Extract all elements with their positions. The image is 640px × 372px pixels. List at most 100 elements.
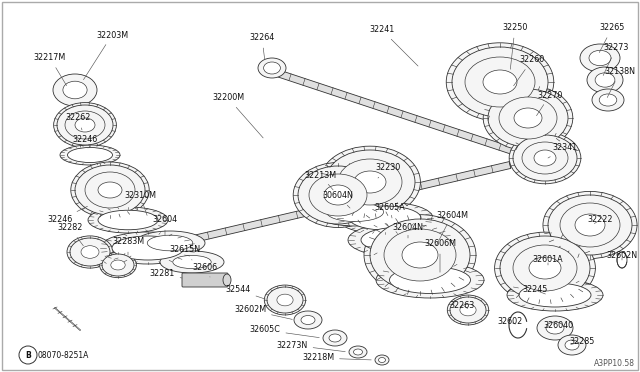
Text: 32602M: 32602M [234,305,292,320]
Ellipse shape [558,335,586,355]
Ellipse shape [349,206,421,230]
Ellipse shape [67,236,113,268]
Polygon shape [261,65,571,173]
Ellipse shape [313,198,397,226]
Ellipse shape [267,287,303,313]
Ellipse shape [575,214,605,236]
Text: 32602N: 32602N [607,250,637,260]
Ellipse shape [507,279,603,311]
FancyBboxPatch shape [182,273,228,287]
Text: 32615N: 32615N [170,246,200,260]
Ellipse shape [452,47,548,117]
Ellipse shape [390,266,470,294]
Ellipse shape [534,150,556,166]
Ellipse shape [514,108,542,128]
Ellipse shape [483,86,573,151]
Ellipse shape [75,118,95,132]
Ellipse shape [592,89,624,111]
Text: 32604M: 32604M [436,211,468,246]
Text: 32606: 32606 [193,263,218,277]
Text: 32260: 32260 [514,55,545,86]
Text: 32246: 32246 [72,135,98,148]
Ellipse shape [519,283,591,307]
Ellipse shape [323,330,347,346]
Text: 32281: 32281 [149,269,182,279]
Text: 32245: 32245 [522,285,548,295]
Ellipse shape [465,57,535,107]
Ellipse shape [513,245,577,291]
Ellipse shape [298,166,378,224]
Ellipse shape [258,58,286,78]
Ellipse shape [595,73,615,87]
Ellipse shape [70,238,110,266]
Polygon shape [154,161,511,251]
Ellipse shape [499,97,557,139]
Text: 32544: 32544 [225,285,266,299]
Ellipse shape [264,285,306,315]
Ellipse shape [60,145,120,165]
Text: 32217M: 32217M [34,54,67,86]
Text: 32602: 32602 [497,317,523,327]
Text: 32285: 32285 [570,337,595,346]
Ellipse shape [446,43,554,121]
Ellipse shape [294,311,322,329]
Ellipse shape [98,182,122,198]
Ellipse shape [111,260,125,270]
Ellipse shape [483,70,517,94]
Text: 32262: 32262 [65,113,91,130]
Ellipse shape [348,223,452,257]
Text: 32282: 32282 [58,224,83,246]
Ellipse shape [54,103,116,147]
Ellipse shape [223,274,231,286]
Ellipse shape [309,174,367,216]
Text: 32200M: 32200M [212,93,263,138]
Text: 32604: 32604 [152,215,177,235]
Ellipse shape [599,94,617,106]
Ellipse shape [354,171,386,193]
Text: 32246: 32246 [47,206,88,224]
Ellipse shape [293,163,383,228]
Circle shape [19,346,37,364]
Ellipse shape [301,315,315,324]
Ellipse shape [319,146,420,218]
Text: 32605C: 32605C [250,326,319,338]
Text: 32265: 32265 [599,23,625,52]
Ellipse shape [370,219,470,291]
Ellipse shape [353,349,362,355]
Text: 08070-8251A: 08070-8251A [38,350,90,359]
Ellipse shape [529,257,561,279]
Ellipse shape [53,74,97,106]
Ellipse shape [147,235,193,251]
Ellipse shape [75,165,145,215]
Ellipse shape [376,262,484,298]
Ellipse shape [324,185,352,205]
Ellipse shape [488,89,568,147]
Text: 32138N: 32138N [605,67,636,97]
Text: 32241: 32241 [369,26,418,66]
Ellipse shape [548,195,632,255]
Text: 32605A: 32605A [374,203,405,218]
Ellipse shape [589,50,611,66]
Ellipse shape [537,316,573,340]
Ellipse shape [102,254,134,276]
Ellipse shape [447,295,489,325]
Ellipse shape [173,256,211,269]
Ellipse shape [98,210,158,230]
Ellipse shape [495,232,595,304]
Ellipse shape [71,162,149,218]
Ellipse shape [402,242,438,268]
Ellipse shape [326,202,383,221]
Ellipse shape [100,252,136,278]
Text: 32213M: 32213M [304,170,336,190]
Text: B: B [25,350,31,359]
Ellipse shape [364,215,476,295]
Text: 32230: 32230 [376,164,401,178]
Ellipse shape [329,334,341,342]
Ellipse shape [546,322,564,334]
Ellipse shape [264,62,280,74]
Ellipse shape [460,304,476,316]
Text: 32601A: 32601A [532,256,563,265]
Ellipse shape [384,229,456,281]
Text: 32283M: 32283M [112,237,144,255]
Text: A3PP10.58: A3PP10.58 [594,359,635,368]
